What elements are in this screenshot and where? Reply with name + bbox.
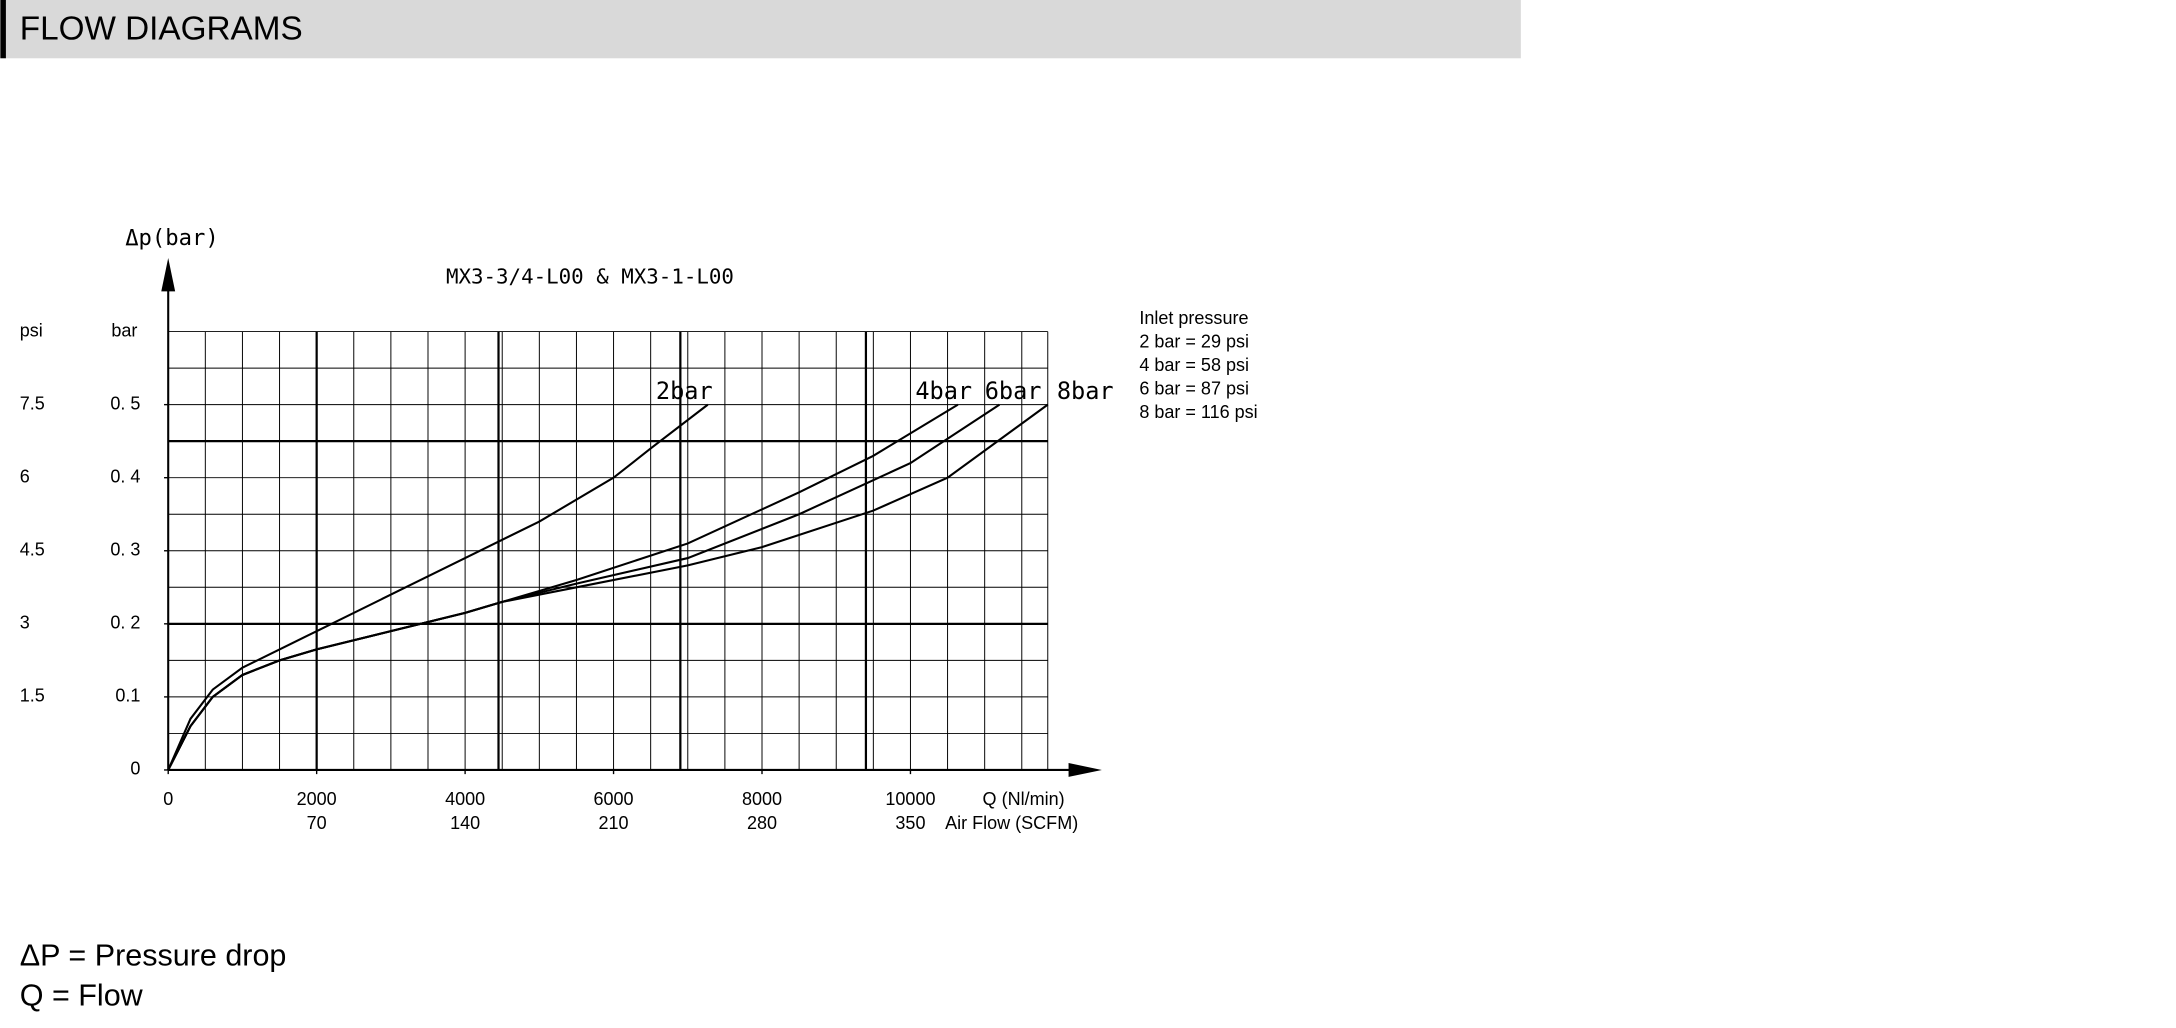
y2-tick-label: 7.5 xyxy=(20,393,45,413)
y2-tick-label: 6 xyxy=(20,466,30,486)
x2-axis-title: Air Flow (SCFM) xyxy=(945,813,1078,833)
x2-tick-label: 70 xyxy=(307,813,327,833)
x2-tick-label: 280 xyxy=(747,813,777,833)
curve xyxy=(167,403,1049,771)
legend-line: 4 bar = 58 psi xyxy=(1139,355,1249,375)
legend-line: 8 bar = 116 psi xyxy=(1139,402,1257,422)
x2-tick-label: 140 xyxy=(450,813,480,833)
chart-title: MX3-3/4-L00 & MX3-1-L00 xyxy=(446,264,734,288)
x2-tick-label: 210 xyxy=(599,813,629,833)
legend-line: 2 bar = 29 psi xyxy=(1139,331,1249,351)
legend-line: 6 bar = 87 psi xyxy=(1139,379,1249,399)
y2-tick-label: 1.5 xyxy=(20,686,45,706)
curve-label: 2bar xyxy=(656,377,713,405)
y2-tick-label: 4.5 xyxy=(20,540,45,560)
y-tick-label: 0. 2 xyxy=(110,613,140,633)
x-tick-label: 2000 xyxy=(297,789,337,809)
x-tick-label: 10000 xyxy=(885,789,935,809)
x-axis-title: Q (Nl/min) xyxy=(983,789,1065,809)
x2-tick-label: 350 xyxy=(895,813,925,833)
y-tick-label: 0.1 xyxy=(115,686,140,706)
x-tick-label: 0 xyxy=(163,789,173,809)
note: ΔP = Pressure drop xyxy=(20,938,287,972)
y2-unit: psi xyxy=(20,320,43,340)
y-tick-label: 0. 4 xyxy=(110,466,140,486)
y-tick-label: 0. 3 xyxy=(110,540,140,560)
y-axis-title: Δp(bar) xyxy=(125,225,219,251)
x-tick-label: 8000 xyxy=(742,789,782,809)
legend-title: Inlet pressure xyxy=(1139,308,1248,328)
x-tick-label: 4000 xyxy=(445,789,485,809)
y-tick-label: 0. 5 xyxy=(110,393,140,413)
x-tick-label: 6000 xyxy=(594,789,634,809)
note: Q = Flow xyxy=(20,979,144,1013)
x-arrow xyxy=(1068,763,1102,777)
header-accent xyxy=(0,0,6,59)
curve-label: 4bar xyxy=(915,377,972,405)
y-unit: bar xyxy=(111,320,137,340)
header-title: FLOW DIAGRAMS xyxy=(20,10,303,47)
curve-label: 6bar xyxy=(985,377,1042,405)
curve xyxy=(167,403,709,771)
y2-tick-label: 3 xyxy=(20,613,30,633)
curve-label: 8bar xyxy=(1057,377,1114,405)
y-arrow xyxy=(161,258,176,292)
y-tick-label: 0 xyxy=(130,759,140,779)
header-bar xyxy=(0,0,1521,59)
